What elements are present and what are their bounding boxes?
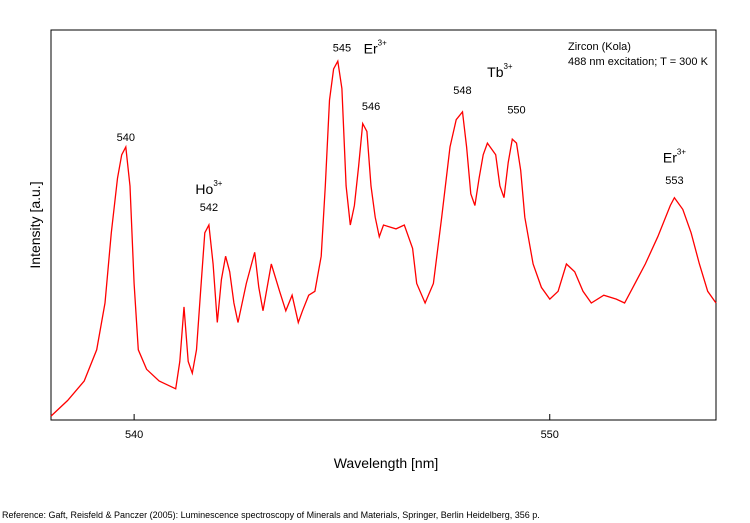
plot-frame — [50, 29, 717, 421]
x-axis-ticks: 540 550 — [125, 414, 559, 441]
peak-label: 540 — [117, 132, 135, 144]
x-axis-title: Wavelength [nm] — [334, 455, 439, 471]
peak-label: 545 — [333, 42, 351, 54]
peak-label: 550 — [507, 105, 525, 117]
peak-label: 542 — [200, 202, 218, 214]
x-tick-label: 550 — [541, 429, 559, 441]
y-axis-title: Intensity [a.u.] — [27, 181, 43, 268]
peak-label: 548 — [453, 85, 471, 97]
sample-info-line-2: 488 nm excitation; T = 300 K — [568, 56, 709, 68]
sample-info-line-1: Zircon (Kola) — [568, 41, 631, 53]
peak-label: 546 — [362, 101, 380, 113]
reference-note: Reference: Gaft, Reisfeld & Panczer (200… — [2, 510, 540, 520]
ion-label: Er3+ — [663, 148, 686, 166]
ion-label: Ho3+ — [195, 179, 222, 197]
peak-labels: 540 542 545 546 548 550 553 — [117, 42, 684, 214]
ion-labels: Ho3+ Er3+ Tb3+ Er3+ — [195, 38, 686, 196]
ion-label: Er3+ — [364, 38, 387, 56]
x-tick-label: 540 — [125, 429, 143, 441]
ion-label: Tb3+ — [487, 62, 513, 80]
peak-label: 553 — [665, 175, 683, 187]
spectrum-line — [50, 59, 717, 417]
